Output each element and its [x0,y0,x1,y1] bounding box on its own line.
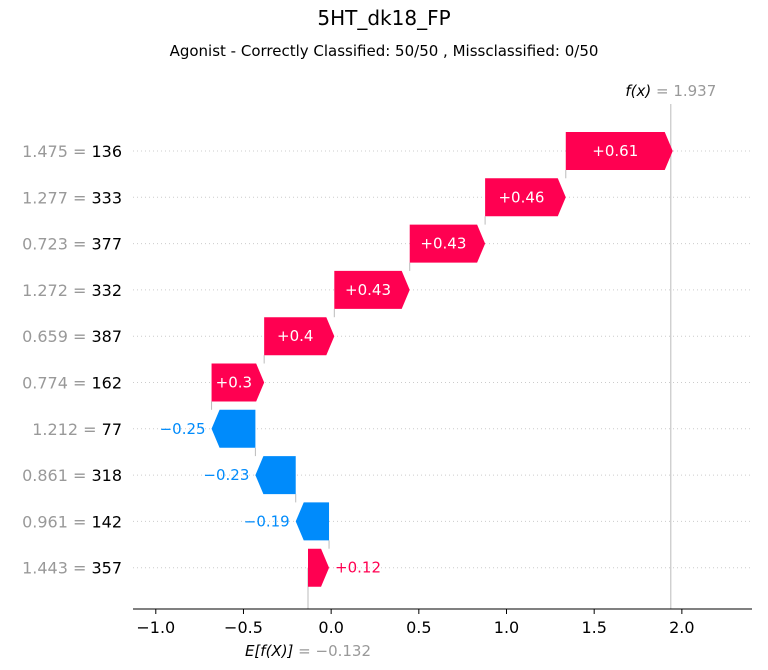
feature-name: 162 [91,374,122,393]
feature-value: 0.659 = [22,327,91,346]
bar-332 [334,270,410,309]
feature-value: 1.277 = [22,188,91,207]
bar-142 [295,502,330,541]
fx-label: f(x) [625,82,651,100]
feature-name: 357 [91,559,122,578]
bar-318 [255,456,296,495]
x-tick-label: 1.0 [494,618,519,637]
feature-value: 1.443 = [22,559,91,578]
feature-name: 377 [91,235,122,254]
x-tick-label: 0.0 [318,618,343,637]
feature-label-318: 0.861 = 318 [22,466,122,485]
bar-label-162: +0.3 [216,374,252,392]
bar-333 [485,178,566,217]
bar-162 [211,363,265,402]
bar-357 [308,548,330,587]
x-tick-label: 1.5 [581,618,606,637]
feature-label-357: 1.443 = 357 [22,559,122,578]
feature-value: 0.961 = [22,512,91,531]
feature-value: 1.212 = [32,420,101,439]
feature-label-162: 0.774 = 162 [22,374,122,393]
feature-name: 142 [91,512,122,531]
chart-subtitle: Agonist - Correctly Classified: 50/50 , … [169,42,599,60]
bar-label-318: −0.23 [203,466,249,484]
bar-label-377: +0.43 [420,235,466,253]
base-value: = −0.132 [293,642,371,660]
bar-label-142: −0.19 [244,512,290,530]
feature-value: 0.861 = [22,466,91,485]
feature-name: 136 [91,142,122,161]
feature-label-142: 0.961 = 142 [22,512,122,531]
feature-label-333: 1.277 = 333 [22,188,122,207]
bar-377 [409,224,486,263]
bar-77 [211,409,256,448]
feature-label-77: 1.212 = 77 [32,420,122,439]
bar-label-332: +0.43 [345,281,391,299]
feature-name: 332 [91,281,122,300]
feature-name: 387 [91,327,122,346]
base-value-annotation: E[f(X)] = −0.132 [245,642,371,660]
bar-label-357: +0.12 [335,559,381,577]
x-tick-label: −1.0 [136,618,175,637]
feature-name: 333 [91,188,122,207]
fx-value: = 1.937 [651,82,716,100]
feature-name: 318 [91,466,122,485]
bar-label-387: +0.4 [277,327,313,345]
feature-label-332: 1.272 = 332 [22,281,122,300]
feature-label-136: 1.475 = 136 [22,142,122,161]
bar-136 [565,132,673,170]
feature-value: 1.272 = [22,281,91,300]
bar-387 [264,317,335,356]
x-tick-label: 2.0 [669,618,694,637]
feature-name: 77 [102,420,122,439]
feature-value: 0.723 = [22,235,91,254]
base-label: E[f(X)] [245,642,294,660]
bar-label-333: +0.46 [498,188,544,206]
feature-label-387: 0.659 = 387 [22,327,122,346]
x-tick-label: −0.5 [224,618,263,637]
feature-label-377: 0.723 = 377 [22,235,122,254]
feature-value: 1.475 = [22,142,91,161]
bar-label-77: −0.25 [160,420,206,438]
fx-annotation: f(x) = 1.937 [625,82,716,100]
bar-label-136: +0.61 [592,142,638,160]
feature-value: 0.774 = [22,374,91,393]
chart-title: 5HT_dk18_FP [317,6,451,30]
x-tick-label: 0.5 [406,618,431,637]
